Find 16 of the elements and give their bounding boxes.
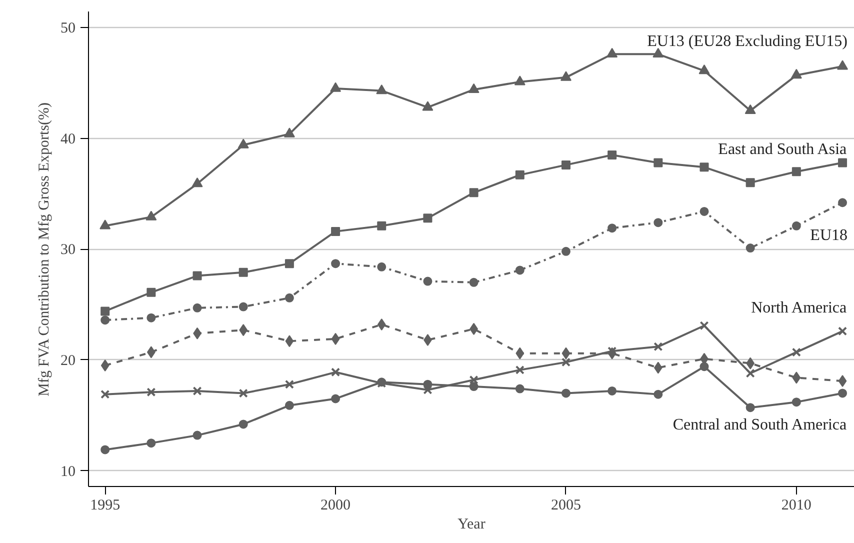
- y-tick-label: 50: [60, 20, 76, 37]
- series-label: Central and South America: [672, 416, 847, 434]
- y-tick-label: 10: [60, 464, 76, 480]
- series-label: East and South Asia: [718, 141, 847, 158]
- y-tick-label: 40: [60, 131, 76, 148]
- x-tick-label: 2005: [550, 498, 581, 514]
- x-axis-title: Year: [458, 516, 486, 532]
- y-tick-label: 30: [60, 242, 76, 258]
- series-label: EU13 (EU28 Excluding EU15): [647, 32, 848, 50]
- y-tick-label: 20: [60, 352, 76, 369]
- y-axis-title: Mfg FVA Contribution to Mfg Gross Exports(%): [36, 102, 52, 396]
- x-tick-label: 1995: [90, 498, 120, 514]
- series-label: EU18: [810, 227, 848, 244]
- x-tick-label: 2000: [320, 498, 351, 514]
- series-label: North America: [751, 300, 847, 317]
- x-tick-label: 2010: [781, 498, 812, 514]
